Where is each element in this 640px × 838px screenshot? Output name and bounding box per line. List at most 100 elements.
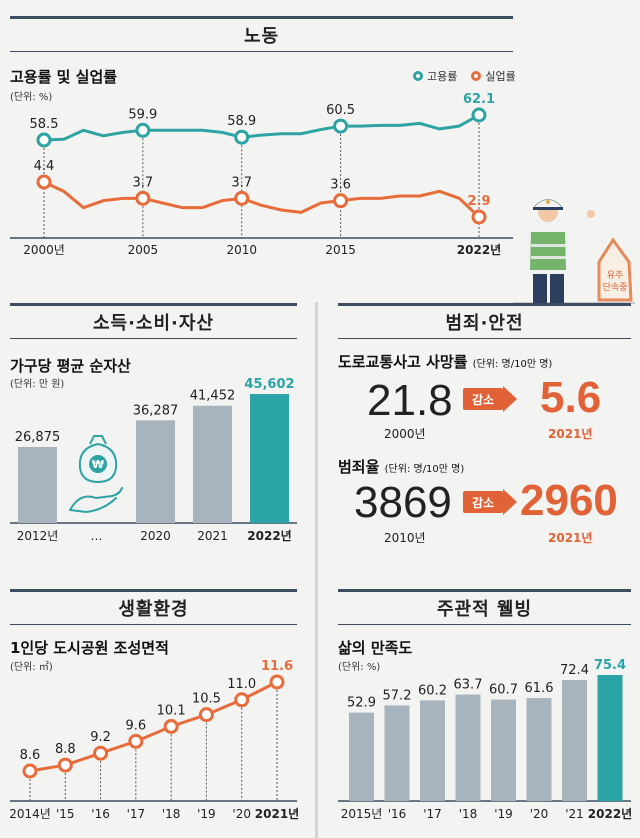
x-tick-label: 2015년 — [341, 807, 383, 821]
x-tick-label: '20 — [530, 807, 549, 821]
x-tick-label: 2022년 — [247, 529, 291, 543]
legend-unemployment-dot — [471, 71, 482, 81]
bar — [136, 420, 175, 523]
data-label: 3.6 — [330, 178, 351, 193]
life-satisfaction-bar-chart: 52.9 2015년 57.2 '16 60.2 '17 63.7 '18 60.7 '19 61.… — [338, 658, 632, 821]
x-tick-label: '15 — [56, 807, 75, 821]
park-area-point — [128, 733, 144, 749]
traffic-before-year: 2000년 — [384, 427, 426, 441]
data-label: 72.4 — [560, 663, 589, 678]
income-unit: (단위: 만 원) — [10, 379, 65, 390]
crime-rate-unit: (단위: 명/10만 명) — [384, 464, 465, 475]
bar — [420, 700, 445, 801]
crime-after-value: 2960 — [520, 476, 618, 525]
crime-arrow-icon — [503, 489, 517, 515]
labor-section-header: 노동 — [10, 16, 513, 52]
wellbeing-header-text: 주관적 웰빙 — [436, 599, 533, 620]
unemployment-line — [43, 180, 481, 219]
bar — [193, 405, 232, 523]
labor-line-chart: 2000년 2005 2010 2015 2022년 58.5 59.9 58.9 60.5 62… — [10, 92, 513, 257]
traffic-after-value: 5.6 — [540, 373, 602, 422]
x-tick-label: 2021 — [197, 529, 228, 543]
data-label: 59.9 — [128, 107, 157, 122]
x-tick-label: 2015 — [325, 243, 356, 257]
data-label: 10.5 — [192, 692, 221, 707]
employment-point — [333, 118, 349, 134]
data-label: 9.2 — [90, 730, 111, 745]
park-area-point — [57, 757, 73, 773]
sign-text-2: 단속중 — [603, 282, 628, 293]
park-area-line-chart: 8.6 2014년 8.8 '15 9.2 '16 9.6 '17 10.1 '18 10.5 '19… — [9, 659, 299, 821]
x-tick-label: '17 — [127, 807, 146, 821]
traffic-after-year: 2021년 — [548, 427, 593, 441]
traffic-title-text: 도로교통사고 사망률 — [338, 353, 468, 371]
crime-before-value: 3869 — [354, 478, 452, 527]
x-tick-label: '18 — [459, 807, 478, 821]
x-tick-label: … — [91, 529, 103, 543]
park-area-point — [163, 719, 179, 734]
crime-decrease-badge: 감소 — [463, 491, 503, 513]
legend-employment-dot — [413, 71, 423, 81]
data-label: 58.9 — [227, 114, 256, 129]
column-divider — [315, 302, 318, 838]
labor-chart-title: 고용률 및 실업률 — [10, 68, 118, 86]
crime-rate-title: 범죄율 (단위: 명/10만 명) — [338, 456, 464, 477]
traffic-unit: (단위: 명/10만 명) — [472, 359, 553, 370]
x-tick-label: '16 — [91, 807, 110, 821]
crime-header-text: 범죄·안전 — [445, 313, 524, 334]
unemployment-point — [135, 190, 151, 206]
data-label: 4.4 — [34, 159, 55, 174]
wellbeing-chart-title: 삶의 만족도 — [338, 639, 413, 657]
employment-point — [135, 122, 151, 138]
park-area-point — [22, 763, 38, 779]
labor-unit: (단위: %) — [10, 92, 53, 103]
data-label: 60.2 — [418, 683, 447, 698]
park-area-point — [93, 745, 109, 761]
x-tick-label: '17 — [423, 807, 442, 821]
bar — [384, 705, 410, 801]
bar — [455, 694, 481, 801]
x-tick-label: '20 — [232, 807, 251, 821]
x-tick-label: '19 — [197, 807, 216, 821]
employment-line — [43, 113, 480, 142]
bar — [349, 712, 374, 801]
data-label: 75.4 — [594, 658, 626, 673]
data-label: 11.0 — [227, 677, 256, 692]
data-label: 11.6 — [261, 659, 293, 674]
crime-section-header: 범죄·안전 — [338, 303, 631, 339]
x-tick-label: 2022년 — [457, 243, 501, 257]
income-section-header: 소득·소비·자산 — [10, 303, 297, 339]
bar — [597, 675, 623, 801]
employment-point — [471, 107, 487, 123]
env-unit: (단위: ㎡) — [10, 662, 53, 673]
x-tick-label: 2014년 — [9, 807, 51, 821]
x-tick-label: 2020 — [140, 529, 171, 543]
income-header-text: 소득·소비·자산 — [92, 313, 215, 334]
data-label: 26,875 — [15, 430, 61, 445]
env-chart-title: 1인당 도시공원 조성면적 — [10, 639, 169, 657]
data-label: 60.5 — [326, 103, 355, 118]
employment-point — [36, 132, 52, 148]
employment-point — [234, 129, 250, 145]
income-chart-title: 가구당 평균 순자산 — [10, 357, 131, 375]
unemployment-point — [471, 209, 487, 225]
x-tick-label: 2012년 — [17, 529, 59, 543]
bar — [526, 698, 552, 801]
x-tick-label: 2005 — [128, 243, 159, 257]
data-label: 45,602 — [244, 377, 294, 392]
bar — [562, 680, 587, 801]
env-section-header: 생활환경 — [10, 589, 297, 625]
unemployment-point — [36, 174, 52, 190]
traffic-before-value: 21.8 — [367, 376, 453, 425]
x-tick-label: '16 — [388, 807, 407, 821]
svg-text:₩: ₩ — [92, 458, 104, 471]
money-bag-icon: ₩ — [69, 435, 123, 514]
data-label: 8.6 — [20, 748, 41, 763]
data-label: 10.1 — [157, 704, 186, 719]
x-tick-label: 2021년 — [255, 807, 299, 821]
sign-text-1: 유주 — [607, 270, 624, 281]
x-tick-label: 2000년 — [23, 243, 65, 257]
data-label: 60.7 — [489, 683, 518, 698]
wellbeing-section-header: 주관적 웰빙 — [338, 589, 631, 625]
data-label: 9.6 — [126, 718, 147, 733]
